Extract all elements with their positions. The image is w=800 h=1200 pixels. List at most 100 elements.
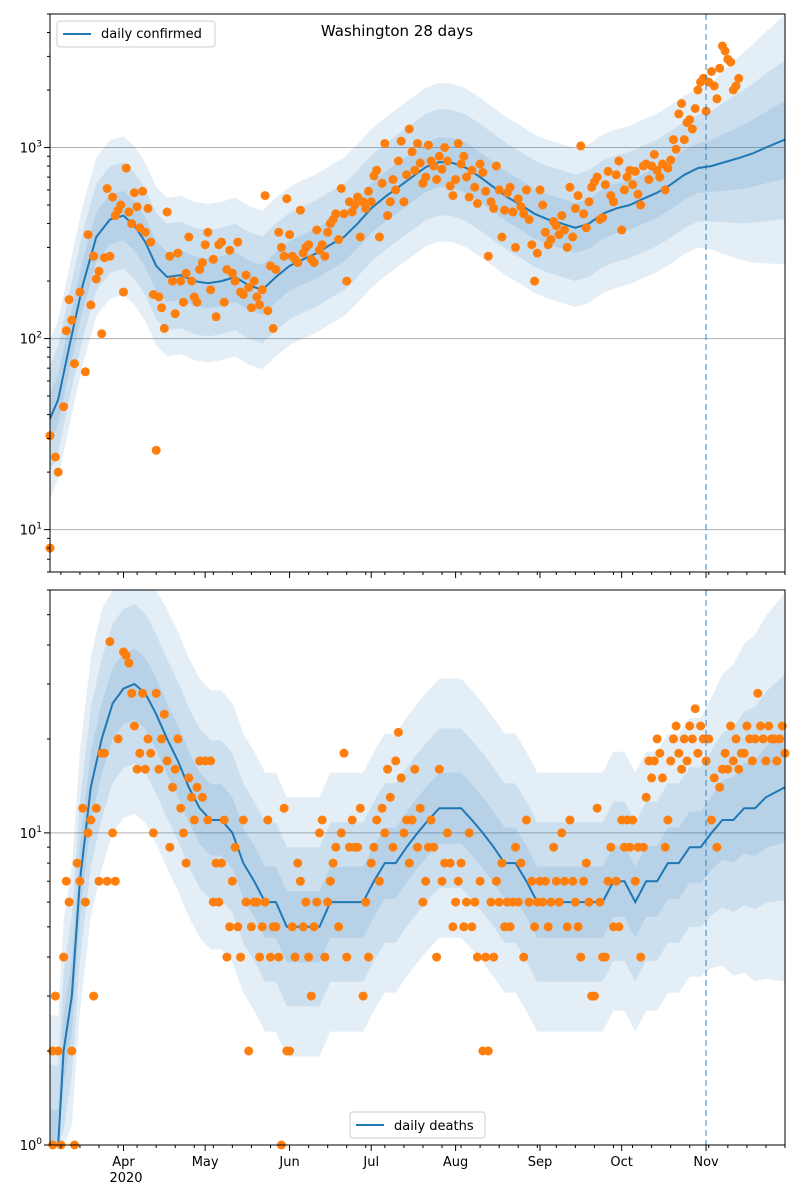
uncertainty-band [50,60,785,473]
data-point [355,803,365,813]
data-point [715,782,725,792]
data-point [742,721,752,731]
bottom-legend-box [349,1111,486,1139]
data-point [647,773,657,783]
data-point [285,230,295,240]
data-point [181,858,191,868]
data-point [402,170,412,180]
data-point [165,251,175,261]
data-point [521,815,531,825]
x-tick-label: Jul [362,1155,379,1170]
data-point [655,748,665,758]
data-point [317,815,327,825]
x-tick-label: May [192,1155,219,1170]
data-point [200,240,210,250]
data-point [459,922,469,932]
data-point [707,67,716,76]
data-point [576,141,586,151]
data-point [129,721,139,731]
data-point [603,166,613,176]
data-point [494,185,504,195]
data-point [334,235,344,244]
data-point [546,897,556,907]
data-point [105,251,115,261]
data-point [151,445,161,455]
data-point [83,230,93,240]
data-point [168,276,177,286]
data-point [301,897,311,907]
data-point [80,367,90,377]
data-point [432,175,442,184]
data-point [508,207,518,217]
data-point [315,828,324,838]
bottom-legend: daily deaths [349,1111,486,1139]
data-point [366,858,376,868]
data-point [241,897,251,907]
top-line-layer [49,138,786,420]
data-point [432,952,442,962]
data-point [489,952,499,962]
data-point [255,300,265,310]
data-point [334,922,344,932]
data-point [677,764,687,774]
data-point [217,858,226,868]
data-point [274,227,284,237]
data-point [230,276,240,286]
data-point [472,198,482,208]
data-point [364,952,373,962]
bottom-y-ticks: 100 101 [20,589,50,1154]
data-point [429,161,439,171]
data-point [70,359,79,369]
series-line [49,138,786,420]
data-point [739,748,749,758]
top-points-layer [45,41,744,553]
data-point [154,764,164,774]
data-point [687,734,697,744]
data-point [178,828,188,838]
data-point [584,897,594,907]
data-point [377,803,387,813]
data-point [176,276,186,286]
data-point [426,815,436,825]
data-point [203,227,213,237]
data-point [690,704,700,714]
data-point [598,213,608,223]
data-point [551,221,561,231]
data-point [222,952,232,962]
data-point [143,203,153,213]
data-point [451,897,461,907]
data-point [396,773,406,783]
data-point [80,897,90,907]
data-point [53,1046,63,1056]
data-point [99,748,109,758]
data-point [421,172,431,182]
data-point [78,803,88,813]
data-point [535,185,545,195]
data-point [151,688,161,698]
data-point [609,197,618,207]
data-point [295,876,305,886]
data-point [562,922,572,932]
data-point [380,828,390,838]
data-point [418,897,428,907]
data-point [347,815,357,825]
data-point [445,858,455,868]
x-tick-label: Nov [693,1155,719,1170]
bottom-points-layer [48,637,790,1150]
data-point [434,151,444,161]
data-point [195,265,205,274]
data-point [614,922,624,932]
data-point [584,197,594,207]
data-point [266,952,275,962]
data-point [619,185,629,195]
data-point [483,1046,493,1056]
data-point [712,94,722,104]
bottom-legend-label: daily deaths [394,1119,474,1134]
data-point [306,991,316,1001]
data-point [595,897,605,907]
data-point [355,232,365,242]
data-point [652,734,662,744]
data-point [666,756,676,766]
data-point [105,637,115,647]
data-point [551,876,561,886]
